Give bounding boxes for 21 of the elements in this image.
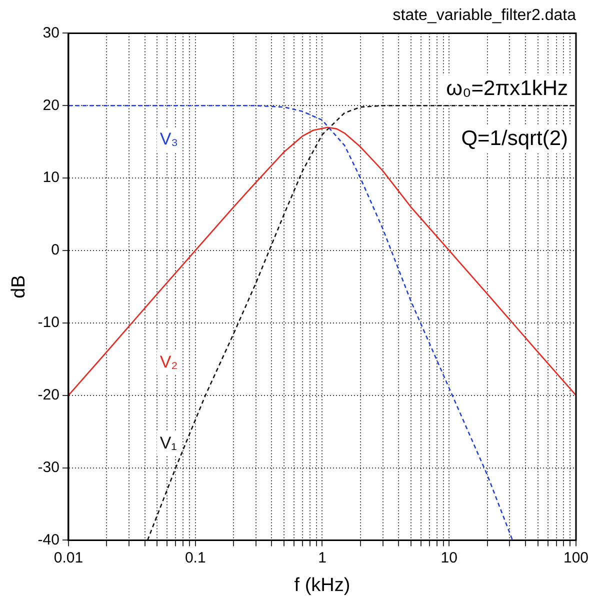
text: V₂ — [160, 352, 178, 372]
y-tick-label: -40 — [38, 531, 60, 548]
x-tick-label: 100 — [563, 549, 589, 566]
y-tick-label: -30 — [38, 458, 60, 476]
y-axis-title: dB — [8, 275, 30, 298]
annotation: Q=1/sqrt(2) — [461, 126, 568, 150]
annotation: ω₀=2πx1kHz — [446, 76, 568, 100]
y-tick-label: -20 — [38, 386, 60, 404]
x-tick-label: 1 — [318, 549, 326, 566]
y-tick-label: 0 — [51, 242, 60, 259]
series-label: V₃ — [160, 129, 178, 148]
y-tick-label: -10 — [38, 314, 60, 332]
series-label: V₁ — [160, 434, 178, 453]
x-axis-title: f (kHz) — [294, 574, 350, 596]
y-tick-label: 30 — [42, 24, 60, 42]
x-tick-label: 0.01 — [54, 549, 84, 566]
y-tick-label: 20 — [42, 96, 60, 114]
chart-title: state_variable_filter2.data — [392, 7, 576, 24]
y-tick-label: 10 — [42, 169, 60, 186]
x-tick-label: 0.1 — [184, 549, 206, 566]
x-tick-label: 10 — [440, 549, 458, 566]
